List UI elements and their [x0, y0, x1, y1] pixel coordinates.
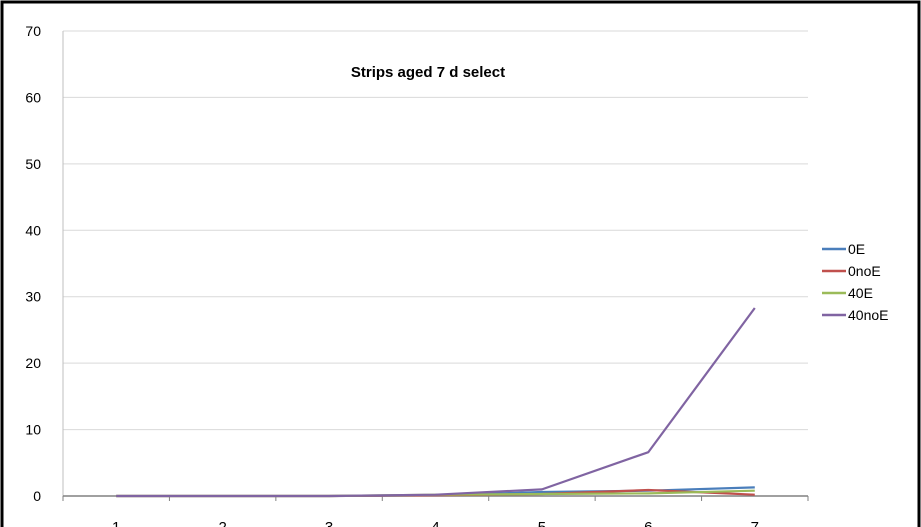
x-tick-label: 2 — [218, 519, 226, 527]
y-tick-label: 70 — [25, 23, 41, 39]
y-tick-labels: 0 10 20 30 40 50 60 70 — [25, 23, 41, 504]
legend-label-0E: 0E — [848, 241, 865, 257]
x-tick-label: 6 — [644, 519, 652, 527]
x-tick-labels: 1 2 3 4 5 6 7 — [112, 519, 759, 527]
legend: 0E 0noE 40E 40noE — [822, 241, 888, 323]
y-tick-label: 20 — [25, 355, 41, 371]
y-tick-label: 10 — [25, 422, 41, 438]
y-tick-label: 30 — [25, 289, 41, 305]
gridlines — [63, 30, 808, 431]
legend-label-40noE: 40noE — [848, 307, 888, 323]
series-lines — [116, 307, 756, 498]
series-line-40noE — [116, 307, 756, 498]
legend-label-0noE: 0noE — [848, 263, 881, 279]
x-tick-label: 3 — [325, 519, 333, 527]
y-tick-label: 40 — [25, 222, 41, 238]
x-tick-label: 5 — [538, 519, 546, 527]
y-tick-label: 50 — [25, 156, 41, 172]
y-tick-label: 0 — [33, 488, 41, 504]
x-tick-label: 7 — [751, 519, 759, 527]
x-tick-label: 4 — [431, 519, 439, 527]
legend-label-40E: 40E — [848, 285, 873, 301]
chart-title: Strips aged 7 d select — [351, 64, 505, 81]
y-tick-label: 60 — [25, 89, 41, 105]
x-tick-label: 1 — [112, 519, 120, 527]
